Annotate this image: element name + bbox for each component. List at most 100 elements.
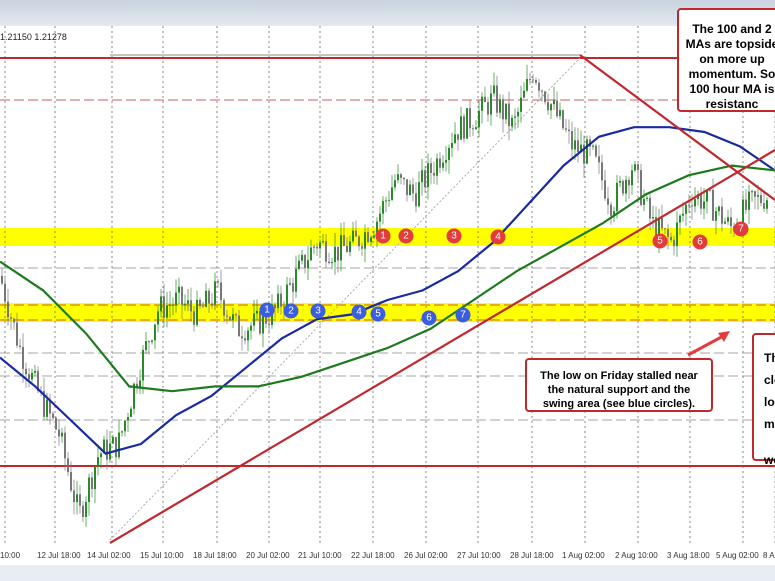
annotation-line: on more up [699, 52, 765, 66]
candle-body [259, 310, 261, 334]
candle-body [232, 314, 234, 321]
candle-body [367, 232, 369, 242]
candle-body [145, 341, 147, 350]
candle-body [364, 232, 366, 249]
annotation-line: we [764, 453, 775, 467]
candle-body [238, 315, 240, 337]
candle-body [439, 158, 441, 168]
candle-body [298, 260, 300, 269]
candle-body [82, 505, 84, 517]
candle-body [250, 325, 252, 331]
toolbar [0, 0, 775, 26]
candle-body [406, 179, 408, 196]
candle-body [649, 197, 651, 219]
x-tick-label: 1 Aug 02:00 [562, 551, 605, 560]
annotation-line: 100 hour MA is [689, 82, 775, 96]
x-tick-label: 28 Jul 18:00 [510, 551, 554, 560]
candle-body [577, 140, 579, 153]
candle-body [634, 164, 636, 171]
candle-body [163, 296, 165, 318]
candle-body [19, 345, 21, 347]
candle-body [436, 158, 438, 176]
candle-body [133, 383, 135, 409]
candle-body [487, 101, 489, 115]
candle-body [484, 96, 486, 102]
candle-body [505, 103, 507, 120]
candle-body [391, 187, 393, 200]
ma-200-line [0, 164, 775, 393]
candle-body [448, 147, 450, 161]
candle-body [574, 140, 576, 150]
candle-body [319, 242, 321, 249]
candle-body [385, 200, 387, 202]
candle-body [457, 134, 459, 140]
candle-body [550, 104, 552, 111]
candle-body [265, 312, 267, 324]
candle-body [256, 310, 258, 314]
candle-body [571, 131, 573, 150]
candle-body [397, 174, 399, 181]
candle-body [754, 191, 756, 197]
candle-body [355, 230, 357, 237]
candle-body [7, 301, 9, 318]
candle-body [676, 222, 678, 247]
x-axis: 10:00 12 Jul 18:00 14 Jul 02:00 15 Jul 10:0… [0, 545, 775, 565]
candle-body [229, 316, 231, 321]
candle-body [76, 494, 78, 503]
candle-body [100, 453, 102, 458]
candle-body [568, 129, 570, 132]
ohlc-readout: 1.21150 1.21278 [0, 32, 67, 42]
candle-body [403, 177, 405, 180]
x-tick-label: 26 Jul 02:00 [404, 551, 448, 560]
candle-body [37, 371, 39, 392]
x-tick-label: 10:00 [0, 551, 21, 560]
candle-body [85, 501, 87, 517]
candle-body [466, 108, 468, 139]
dotted-diagonal [109, 57, 581, 541]
candle-body [115, 437, 117, 458]
candle-body [565, 128, 567, 130]
candle-body [184, 303, 186, 305]
candle-body [148, 341, 150, 343]
candle-body [91, 477, 93, 490]
candle-body [49, 399, 51, 414]
candle-body [58, 429, 60, 437]
candle-body [352, 230, 354, 242]
candle-body [664, 228, 666, 230]
candle-body [523, 90, 525, 98]
candle-body [724, 221, 726, 224]
candle-body [544, 91, 546, 103]
red-swing-marker: 7 [733, 221, 749, 237]
candle-body [262, 312, 264, 334]
candle-body [331, 262, 333, 264]
candle-body [151, 340, 153, 342]
red-swing-marker: 1 [375, 228, 391, 244]
annotation-line [764, 435, 775, 449]
candle-body [1, 276, 3, 284]
candle-body [643, 198, 645, 205]
candle-body [277, 293, 279, 309]
candle-body [475, 127, 477, 130]
x-tick-label: 20 Jul 02:00 [246, 551, 290, 560]
candle-body [538, 82, 540, 91]
candle-body [211, 303, 213, 305]
annotation-right: Th clo lo mo we [752, 333, 775, 467]
price-chart [0, 26, 775, 545]
candle-body [445, 160, 447, 163]
x-tick-label: 8 A [763, 551, 775, 560]
candle-body [757, 195, 759, 197]
candle-body [205, 290, 207, 307]
candle-body [418, 182, 420, 207]
candle-body [55, 417, 57, 430]
candle-body [13, 318, 15, 323]
candle-body [43, 391, 45, 417]
candle-body [526, 79, 528, 91]
candle-body [289, 283, 291, 285]
candle-body [25, 368, 27, 375]
candle-body [469, 108, 471, 129]
x-tick-label: 18 Jul 18:00 [193, 551, 237, 560]
candle-body [337, 246, 339, 261]
candle-body [223, 300, 225, 316]
candle-body [196, 299, 198, 325]
candle-body [358, 236, 360, 247]
